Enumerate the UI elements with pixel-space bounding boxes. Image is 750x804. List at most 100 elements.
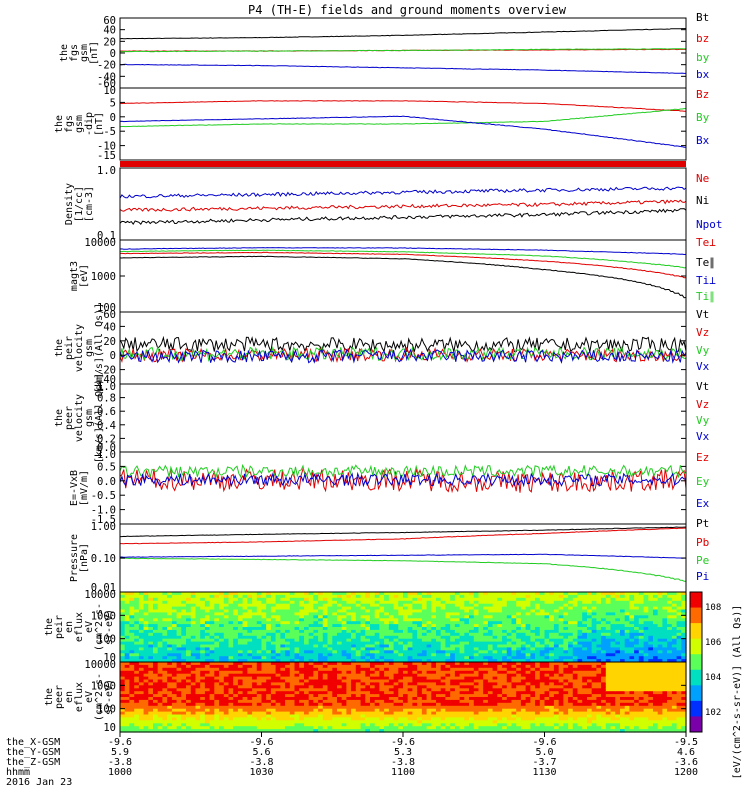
heatmap-cell <box>596 650 601 654</box>
panel-2 <box>120 161 686 167</box>
heatmap-cell <box>295 650 300 654</box>
heatmap-cell <box>205 633 210 637</box>
heatmap-cell <box>375 668 380 672</box>
heatmap-cell <box>271 650 276 654</box>
heatmap-cell <box>653 615 658 619</box>
series-Vt <box>120 337 686 352</box>
heatmap-cell <box>351 668 356 672</box>
heatmap-cell <box>644 633 649 637</box>
heatmap-cell <box>379 720 384 724</box>
legend-Te⊥: Te⊥ <box>696 236 716 249</box>
heatmap-cell <box>214 633 219 637</box>
heatmap-cell <box>134 703 139 707</box>
heatmap-cell <box>450 650 455 654</box>
heatmap-cell <box>262 615 267 619</box>
heatmap-cell <box>205 650 210 654</box>
heatmap-cell <box>431 685 436 689</box>
heatmap-cell <box>469 615 474 619</box>
heatmap-cell <box>158 633 163 637</box>
heatmap-cell <box>545 598 550 602</box>
heatmap-cell <box>276 650 281 654</box>
heatmap-cell <box>483 668 488 672</box>
heatmap-cell <box>167 650 172 654</box>
heatmap-cell <box>200 685 205 689</box>
heatmap-cell <box>210 650 215 654</box>
heatmap-cell <box>219 703 224 707</box>
heatmap-cell <box>290 598 295 602</box>
heatmap-cell <box>644 598 649 602</box>
heatmap-cell <box>252 685 257 689</box>
heatmap-cell <box>365 615 370 619</box>
heatmap-cell <box>229 720 234 724</box>
heatmap-cell <box>148 703 153 707</box>
heatmap-cell <box>337 598 342 602</box>
heatmap-cell <box>445 703 450 707</box>
heatmap-cell <box>464 703 469 707</box>
heatmap-cell <box>507 598 512 602</box>
legend-Bx: Bx <box>696 134 710 147</box>
heatmap-cell <box>181 668 186 672</box>
heatmap-cell <box>379 598 384 602</box>
series-Pi <box>120 554 686 558</box>
heatmap-cell <box>521 615 526 619</box>
heatmap-cell <box>332 685 337 689</box>
heatmap-cell <box>370 633 375 637</box>
heatmap-cell <box>394 633 399 637</box>
heatmap-cell <box>578 598 583 602</box>
series-By <box>120 109 686 127</box>
status-bar <box>120 161 686 167</box>
heatmap-cell <box>243 720 248 724</box>
heatmap-cell <box>460 668 465 672</box>
heatmap-cell <box>304 633 309 637</box>
heatmap-cell <box>445 615 450 619</box>
heatmap-cell <box>337 668 342 672</box>
heatmap-cell <box>177 703 182 707</box>
heatmap-cell <box>450 703 455 707</box>
heatmap-cell <box>554 633 559 637</box>
heatmap-cell <box>285 615 290 619</box>
heatmap-cell <box>233 650 238 654</box>
heatmap-cell <box>191 668 196 672</box>
heatmap-cell <box>379 615 384 619</box>
heatmap-cell <box>196 598 201 602</box>
ytick-label: 1.0 <box>97 165 116 177</box>
legend-Vx: Vx <box>696 430 710 443</box>
heatmap-cell <box>238 720 243 724</box>
heatmap-cell <box>200 720 205 724</box>
heatmap-cell <box>318 633 323 637</box>
heatmap-cell <box>247 685 252 689</box>
heatmap-cell <box>625 615 630 619</box>
heatmap-cell <box>304 668 309 672</box>
heatmap-cell <box>224 668 229 672</box>
heatmap-cell <box>361 615 366 619</box>
heatmap-cell <box>271 615 276 619</box>
heatmap-cell <box>427 668 432 672</box>
heatmap-cell <box>677 598 682 602</box>
heatmap-cell <box>224 633 229 637</box>
legend-Te∥: Te∥ <box>696 256 715 269</box>
heatmap-cell <box>545 615 550 619</box>
heatmap-cell <box>181 720 186 724</box>
heatmap-cell <box>479 650 484 654</box>
heatmap-cell <box>412 633 417 637</box>
heatmap-cell <box>394 668 399 672</box>
heatmap-cell <box>309 598 314 602</box>
heatmap-cell <box>398 685 403 689</box>
heatmap-cell <box>252 650 257 654</box>
heatmap-cell <box>384 720 389 724</box>
ytick-label: 10 <box>103 85 116 97</box>
heatmap-cell <box>177 685 182 689</box>
heatmap-cell <box>394 685 399 689</box>
heatmap-cell <box>530 615 535 619</box>
heatmap-cell <box>464 615 469 619</box>
heatmap-cell <box>262 685 267 689</box>
heatmap-cell <box>611 615 616 619</box>
heatmap-cell <box>436 720 441 724</box>
heatmap-cell <box>554 650 559 654</box>
heatmap-cell <box>356 685 361 689</box>
heatmap-cell <box>205 703 210 707</box>
heatmap-cell <box>464 650 469 654</box>
heatmap-cell <box>403 685 408 689</box>
heatmap-cell <box>134 668 139 672</box>
heatmap-cell <box>408 703 413 707</box>
